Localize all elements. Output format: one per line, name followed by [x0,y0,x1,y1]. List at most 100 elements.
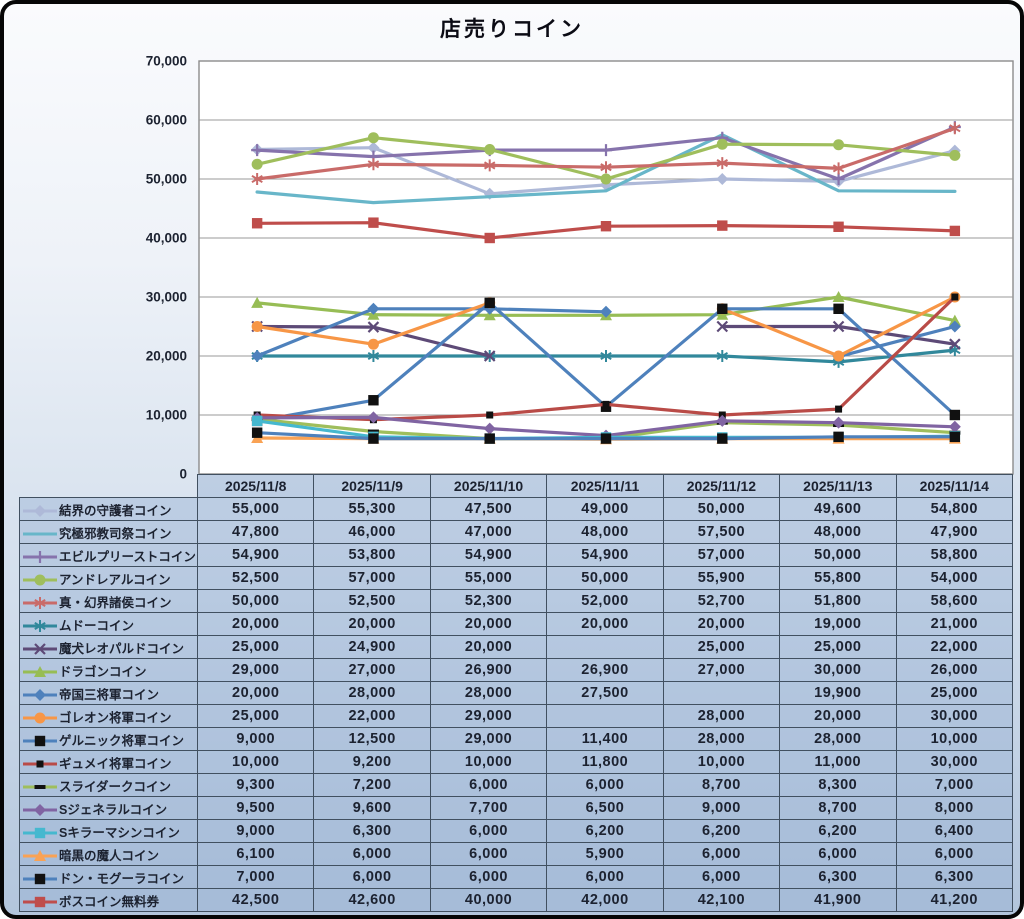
series-name-cell: スライダークコイン [19,773,198,797]
value-cell: 9,500 [196,796,315,820]
legend-key-icon [23,760,57,767]
marker-star [367,158,380,171]
marker-diamond [716,173,729,185]
marker-square [368,433,379,444]
marker-square-small [486,411,494,419]
value-cell: 30,000 [895,704,1014,728]
value-cell: 27,000 [662,658,781,682]
marker-circle [833,139,845,151]
table-row: ゲルニック将軍コイン 9,000 12,500 29,000 11,400 28,000 2… [19,727,1014,751]
marker-circle [949,149,961,161]
value-cell: 20,000 [429,612,548,636]
marker-diamond [483,302,496,315]
marker-square [717,433,728,444]
marker-circle [367,338,379,350]
value-cell: 7,000 [196,865,315,889]
marker-plus [832,173,845,185]
table-row: 結界の守護者コイン 55,000 55,300 47,500 49,000 50,000 4… [19,497,1014,521]
table-row: ドン・モグーラコイン 7,000 6,000 6,000 6,000 6,000 6,300… [19,865,1014,889]
value-cell: 54,900 [196,543,315,567]
table-row: ボスコイン無料券 42,500 42,600 40,000 42,000 42,100 41… [19,888,1014,912]
value-cell: 26,900 [546,658,664,682]
value-cell: 6,200 [779,819,897,843]
value-cell: 57,000 [313,566,431,590]
marker-square [717,303,728,314]
value-cell: 48,000 [546,520,664,544]
marker-square [484,297,495,309]
series-line [255,307,957,359]
marker-diamond [483,422,496,435]
marker-plus [600,144,612,157]
value-cell: 28,000 [779,727,897,751]
value-cell: 9,300 [196,773,315,797]
series-name-label: ボスコイン無料券 [59,894,160,909]
value-cell: 22,000 [313,704,431,728]
marker-triangle [832,291,845,302]
series-name-cell: 究極邪教司祭コイン [19,520,198,544]
marker-circle [716,138,728,150]
legend-key-icon [23,896,57,907]
marker-diamond [716,414,729,427]
value-cell: 8,000 [895,796,1014,820]
marker-star [949,122,961,135]
date-header-cell: 2025/11/10 [429,474,548,498]
value-cell: 47,000 [429,520,548,544]
value-cell: 6,000 [895,842,1014,866]
marker-triangle [34,849,46,861]
series-name-label: Sキラーマシンコイン [59,825,180,840]
value-cell: 26,900 [429,658,548,682]
value-cell: 47,900 [895,520,1014,544]
value-cell: 57,000 [662,543,781,567]
value-cell: 20,000 [779,704,897,728]
series-name-cell: 暗黒の魔人コイン [19,842,198,866]
value-cell: 47,800 [196,520,315,544]
table-row: Sキラーマシンコイン 9,000 6,300 6,000 6,200 6,200 6,200… [19,819,1014,843]
marker-diamond [600,305,612,318]
marker-circle [484,144,496,155]
value-cell: 58,600 [895,589,1014,613]
value-cell: 55,000 [429,566,548,590]
marker-square-small [835,405,843,413]
marker-diamond [832,416,845,429]
marker-x [716,320,729,333]
value-cell: 10,000 [895,727,1014,751]
value-cell: 28,000 [429,681,548,705]
value-cell: 42,000 [546,888,664,912]
y-axis-label: 60,000 [146,113,187,128]
marker-circle [251,321,263,332]
value-cell: 6,300 [895,865,1014,889]
marker-square-small [36,760,44,767]
value-cell: 6,000 [313,842,431,866]
value-cell: 20,000 [313,612,431,636]
legend-key-icon [23,735,57,746]
series-name-cell: ボスコイン無料券 [19,888,198,912]
value-cell: 41,200 [895,888,1014,912]
value-cell: 25,000 [779,635,897,659]
y-axis-label: 0 [179,467,187,482]
legend-key-icon [23,619,57,632]
marker-diamond [251,350,264,362]
table-row: 魔犬レオパルドコイン 25,000 24,900 20,000 25,000 25,000… [19,635,1014,659]
value-cell: 19,000 [779,612,897,636]
marker-square [717,220,728,231]
series-name-label: ギュメイ将軍コイン [59,756,172,771]
value-cell: 50,000 [196,589,315,613]
legend-key-icon [23,803,57,816]
marker-square [949,409,961,421]
series-name-label: エビルプリーストコイン [59,549,196,564]
chart-title: 店売りコイン [440,18,584,41]
marker-star [716,350,729,362]
marker-diamond [367,141,380,154]
series-line [255,133,957,205]
series-name-cell: 真・幻界諸侯コイン [19,589,198,613]
marker-square [600,221,612,232]
value-cell: 20,000 [196,681,315,705]
marker-star [34,619,46,632]
legend-key-icon [23,642,57,655]
value-cell: 8,300 [779,773,897,797]
series-name-label: ドン・モグーラコイン [59,871,185,886]
value-cell: 49,600 [779,497,897,521]
marker-x [949,338,961,350]
value-cell: 9,200 [313,750,431,774]
